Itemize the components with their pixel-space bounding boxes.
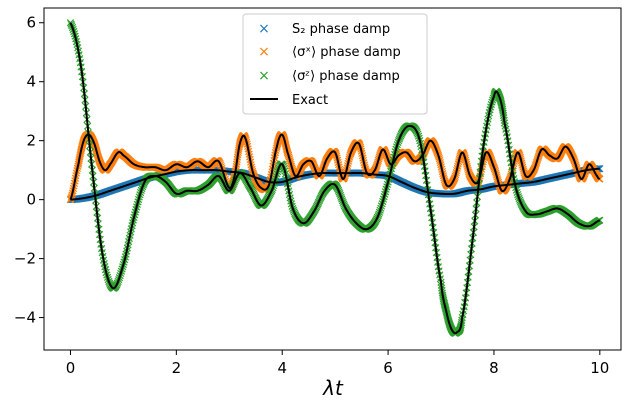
y-tick-label: 6 <box>26 14 36 32</box>
y-tick-label: 0 <box>26 191 36 209</box>
legend-label-exact: Exact <box>292 93 328 108</box>
x-tick-label: 4 <box>277 359 287 377</box>
y-tick-label: 2 <box>26 132 36 150</box>
legend-label-sigma-x: ⟨σˣ⟩ phase damp <box>292 45 401 60</box>
x-axis-label: λt <box>322 376 344 400</box>
plot-area <box>66 19 604 337</box>
legend-marker-s2: × <box>258 21 270 37</box>
x-tick-label: 2 <box>172 359 182 377</box>
legend-marker-sigma-x: × <box>258 44 270 60</box>
legend-label-sigma-z: ⟨σᶻ⟩ phase damp <box>292 69 400 84</box>
legend-marker-sigma-z: × <box>258 68 270 84</box>
x-tick-label: 8 <box>489 359 499 377</box>
x-tick-label: 10 <box>590 359 609 377</box>
legend-label-s2: S₂ phase damp <box>292 22 390 37</box>
y-tick-label: −2 <box>14 250 36 268</box>
y-tick-label: −4 <box>14 309 36 327</box>
x-tick-label: 0 <box>66 359 76 377</box>
x-tick-label: 6 <box>383 359 393 377</box>
legend: × S₂ phase damp × ⟨σˣ⟩ phase damp × ⟨σᶻ⟩… <box>242 13 428 115</box>
y-tick-label: 4 <box>26 73 36 91</box>
